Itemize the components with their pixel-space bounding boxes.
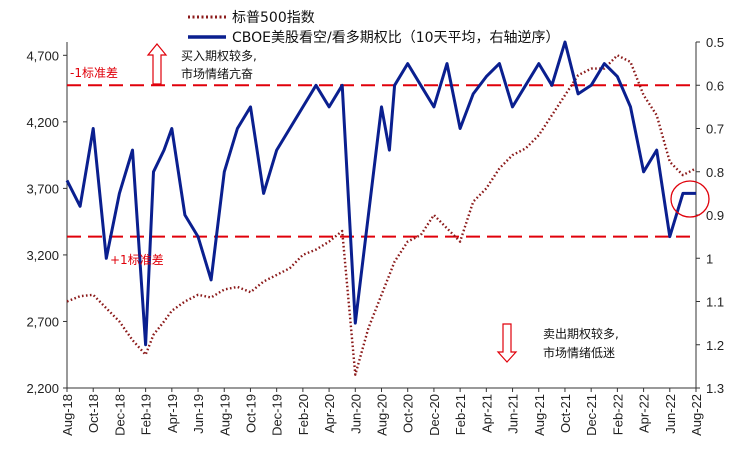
series-layer [65, 40, 697, 376]
x-tick-label: Aug-19 [217, 394, 232, 436]
arrow-up-icon [146, 43, 168, 85]
x-tick-label: Feb-21 [453, 394, 468, 435]
right-tick-label: 1.3 [706, 381, 724, 396]
arrow-down-icon [496, 323, 518, 363]
x-tick-label: Jun-20 [348, 394, 363, 434]
x-tick-label: Aug-22 [689, 394, 704, 436]
legend-label-putcall: CBOE美股看空/看多期权比（10天平均，右轴逆序） [232, 29, 560, 46]
annotation-bullish-line2: 市场情绪亢奋 [181, 66, 253, 81]
x-tick-label: Apr-22 [637, 394, 652, 433]
right-tick-label: 1 [706, 251, 713, 266]
x-tick-label: Oct-18 [86, 394, 101, 433]
x-tick-label: Jun-22 [663, 394, 678, 434]
x-tick-label: Oct-20 [401, 394, 416, 433]
left-tick-label: 3,700 [26, 181, 59, 196]
ref-label-minus1sd: -1标准差 [70, 66, 118, 80]
legend: 标普500指数 CBOE美股看空/看多期权比（10天平均，右轴逆序） [188, 10, 560, 46]
left-tick-label: 3,200 [26, 248, 59, 263]
x-tick-label: Jun-21 [506, 394, 521, 434]
x-tick-label: Feb-19 [139, 394, 154, 435]
annotation-bearish-line1: 卖出期权较多, [543, 326, 619, 341]
x-tick-label: Dec-21 [584, 394, 599, 436]
legend-label-sp500: 标普500指数 [232, 10, 315, 26]
right-tick-label: 0.5 [706, 35, 724, 50]
annotation-bullish-line1: 买入期权较多, [181, 48, 257, 63]
right-tick-label: 0.9 [706, 208, 724, 223]
x-tick-label: Oct-19 [243, 394, 258, 433]
x-tick-label: Dec-20 [427, 394, 442, 436]
x-tick-label: Apr-21 [479, 394, 494, 433]
right-tick-label: 0.8 [706, 165, 724, 180]
series-line-sp500 [66, 54, 697, 376]
x-tick-label: Feb-22 [610, 394, 625, 435]
x-tick-label: Oct-21 [558, 394, 573, 433]
x-tick-label: Feb-20 [296, 394, 311, 435]
x-tick-label: Jun-19 [191, 394, 206, 434]
left-tick-label: 2,700 [26, 314, 59, 329]
right-tick-label: 0.7 [706, 122, 724, 137]
x-tick-label: Apr-19 [165, 394, 180, 433]
x-tick-label: Apr-20 [322, 394, 337, 433]
right-tick-label: 0.6 [706, 78, 724, 93]
annotation-bearish-line2: 市场情绪低迷 [543, 345, 615, 360]
x-tick-label: Aug-21 [532, 394, 547, 436]
right-tick-label: 1.2 [706, 338, 724, 353]
x-tick-label: Dec-19 [270, 394, 285, 436]
left-tick-label: 4,700 [26, 48, 59, 63]
left-tick-label: 4,200 [26, 115, 59, 130]
tick-labels: 2,200 2,700 3,200 3,700 4,200 4,700 0.5 0.6 0.7 0… [26, 35, 724, 436]
right-tick-label: 1.1 [706, 295, 724, 310]
chart-axes [63, 41, 700, 392]
series-line-putcall-ratio [65, 40, 696, 347]
x-tick-label: Aug-18 [60, 394, 75, 436]
x-tick-label: Dec-18 [112, 394, 127, 436]
ref-label-plus1sd: +1标准差 [110, 253, 164, 267]
left-tick-label: 2,200 [26, 381, 59, 396]
x-tick-label: Aug-20 [375, 394, 390, 436]
highlight-ellipse [670, 180, 710, 218]
